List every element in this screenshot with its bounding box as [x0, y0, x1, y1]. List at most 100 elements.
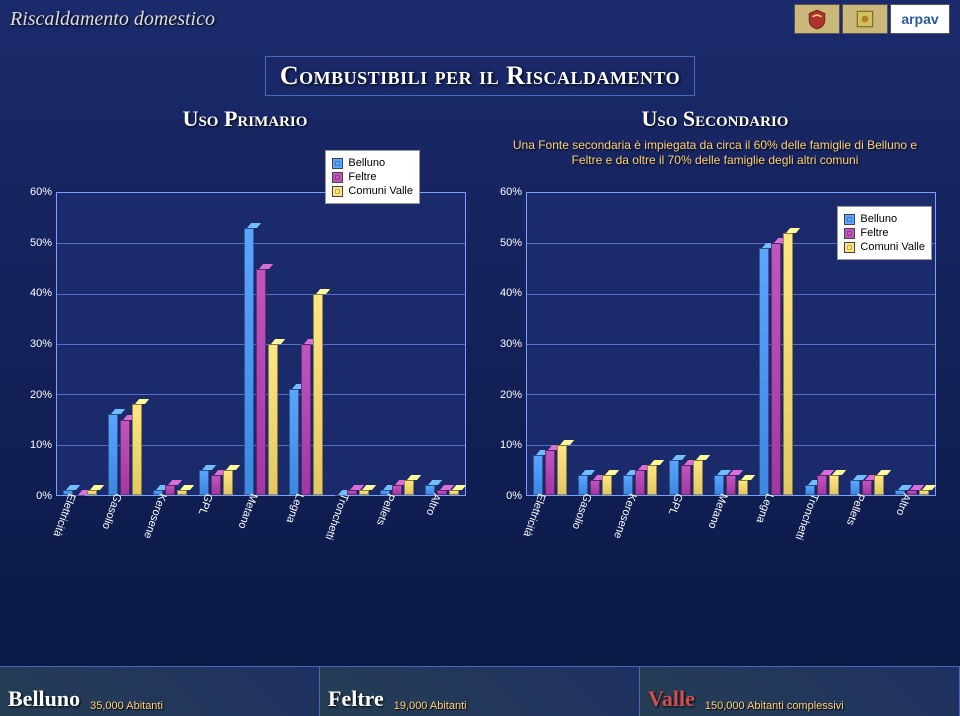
bar	[404, 480, 414, 495]
footer-belluno: Belluno 35,000 Abitanti	[0, 666, 320, 716]
bar	[783, 233, 793, 495]
footer-valle-pop: 150,000 Abitanti complessivi	[705, 700, 844, 712]
y-axis-label: 40%	[490, 287, 522, 299]
bar	[244, 228, 254, 495]
category-group	[618, 193, 663, 495]
legend-item: Belluno	[844, 213, 925, 225]
secondary-xlabels: ElettricitàGasolioKeroseneGPLMetanoLegna…	[526, 498, 936, 552]
bar	[223, 470, 233, 495]
y-axis-label: 0%	[20, 490, 52, 502]
footer-belluno-name: Belluno	[8, 686, 80, 712]
footer-feltre-pop: 19,000 Abitanti	[394, 700, 467, 712]
category-group	[572, 193, 617, 495]
primary-chart-area: ElettricitàGasolioKeroseneGPLMetanoLegna…	[20, 192, 470, 552]
primary-xlabels: ElettricitàGasolioKeroseneGPLMetanoLegna…	[56, 498, 466, 552]
bar	[771, 243, 781, 495]
bar	[681, 465, 691, 495]
legend-label: Comuni Valle	[860, 241, 925, 253]
legend-swatch-icon	[844, 242, 855, 253]
bar	[874, 475, 884, 495]
y-axis-label: 50%	[20, 237, 52, 249]
legend-swatch-icon	[332, 172, 343, 183]
category-group	[420, 193, 465, 495]
legend-label: Feltre	[348, 171, 376, 183]
y-axis-label: 60%	[20, 186, 52, 198]
y-axis-label: 20%	[490, 389, 522, 401]
bar	[557, 445, 567, 495]
legend-item: Comuni Valle	[332, 185, 413, 197]
charts-row: Uso Primario Belluno Feltre Comuni Valle E…	[0, 106, 960, 552]
category-group	[708, 193, 753, 495]
legend-swatch-icon	[332, 158, 343, 169]
legend-item: Feltre	[332, 171, 413, 183]
page-title: Combustibili per il Riscaldamento	[265, 56, 695, 96]
secondary-desc: Una Fonte secondaria è impiegata da circ…	[490, 138, 940, 188]
y-axis-label: 10%	[20, 439, 52, 451]
legend-label: Belluno	[860, 213, 897, 225]
footer: Belluno 35,000 Abitanti Feltre 19,000 Ab…	[0, 666, 960, 716]
breadcrumb: Riscaldamento domestico	[10, 8, 215, 31]
category-group	[148, 193, 193, 495]
y-axis-label: 40%	[20, 287, 52, 299]
chart-secondary: Uso Secondario Una Fonte secondaria è im…	[490, 106, 940, 552]
bar	[738, 480, 748, 495]
title-wrap: Combustibili per il Riscaldamento	[0, 38, 960, 106]
legend-primary: Belluno Feltre Comuni Valle	[325, 150, 420, 204]
bar	[726, 475, 736, 495]
arpav-logo: arpav	[890, 4, 950, 34]
x-axis-label: Altro	[413, 492, 474, 558]
bar	[120, 420, 130, 496]
bar	[602, 475, 612, 495]
bar	[132, 404, 142, 495]
bar	[669, 460, 679, 495]
y-axis-label: 0%	[490, 490, 522, 502]
category-group	[329, 193, 374, 495]
bar	[108, 414, 118, 495]
bar	[533, 455, 543, 495]
legend-swatch-icon	[332, 186, 343, 197]
bar	[545, 450, 555, 495]
category-group	[102, 193, 147, 495]
primary-plot	[56, 192, 466, 496]
category-group	[527, 193, 572, 495]
category-group	[284, 193, 329, 495]
bar	[590, 480, 600, 495]
y-axis-label: 50%	[490, 237, 522, 249]
legend-swatch-icon	[844, 228, 855, 239]
bar	[862, 480, 872, 495]
bar	[289, 389, 299, 495]
y-axis-label: 20%	[20, 389, 52, 401]
bar	[829, 475, 839, 495]
category-group	[754, 193, 799, 495]
logo-row: arpav	[794, 4, 950, 34]
bar	[919, 490, 929, 495]
footer-feltre: Feltre 19,000 Abitanti	[320, 666, 640, 716]
y-axis-label: 30%	[490, 338, 522, 350]
category-group	[193, 193, 238, 495]
primary-title: Uso Primario	[20, 106, 470, 132]
bar	[313, 294, 323, 495]
y-axis-label: 10%	[490, 439, 522, 451]
category-group	[238, 193, 283, 495]
legend-item: Belluno	[332, 157, 413, 169]
legend-item: Comuni Valle	[844, 241, 925, 253]
legend-swatch-icon	[844, 214, 855, 225]
legend-label: Comuni Valle	[348, 185, 413, 197]
category-group	[663, 193, 708, 495]
x-axis-label: Altro	[883, 492, 944, 558]
category-group	[374, 193, 419, 495]
y-axis-label: 60%	[490, 186, 522, 198]
bar	[449, 490, 459, 495]
bar	[392, 485, 402, 495]
bar	[635, 470, 645, 495]
secondary-title: Uso Secondario	[490, 106, 940, 132]
legend-label: Belluno	[348, 157, 385, 169]
bar	[693, 460, 703, 495]
topbar: Riscaldamento domestico arpav	[0, 0, 960, 38]
bar	[268, 344, 278, 495]
footer-valle-name: Valle	[648, 686, 695, 712]
footer-feltre-name: Feltre	[328, 686, 384, 712]
bar	[256, 269, 266, 496]
legend-label: Feltre	[860, 227, 888, 239]
bar	[359, 490, 369, 495]
